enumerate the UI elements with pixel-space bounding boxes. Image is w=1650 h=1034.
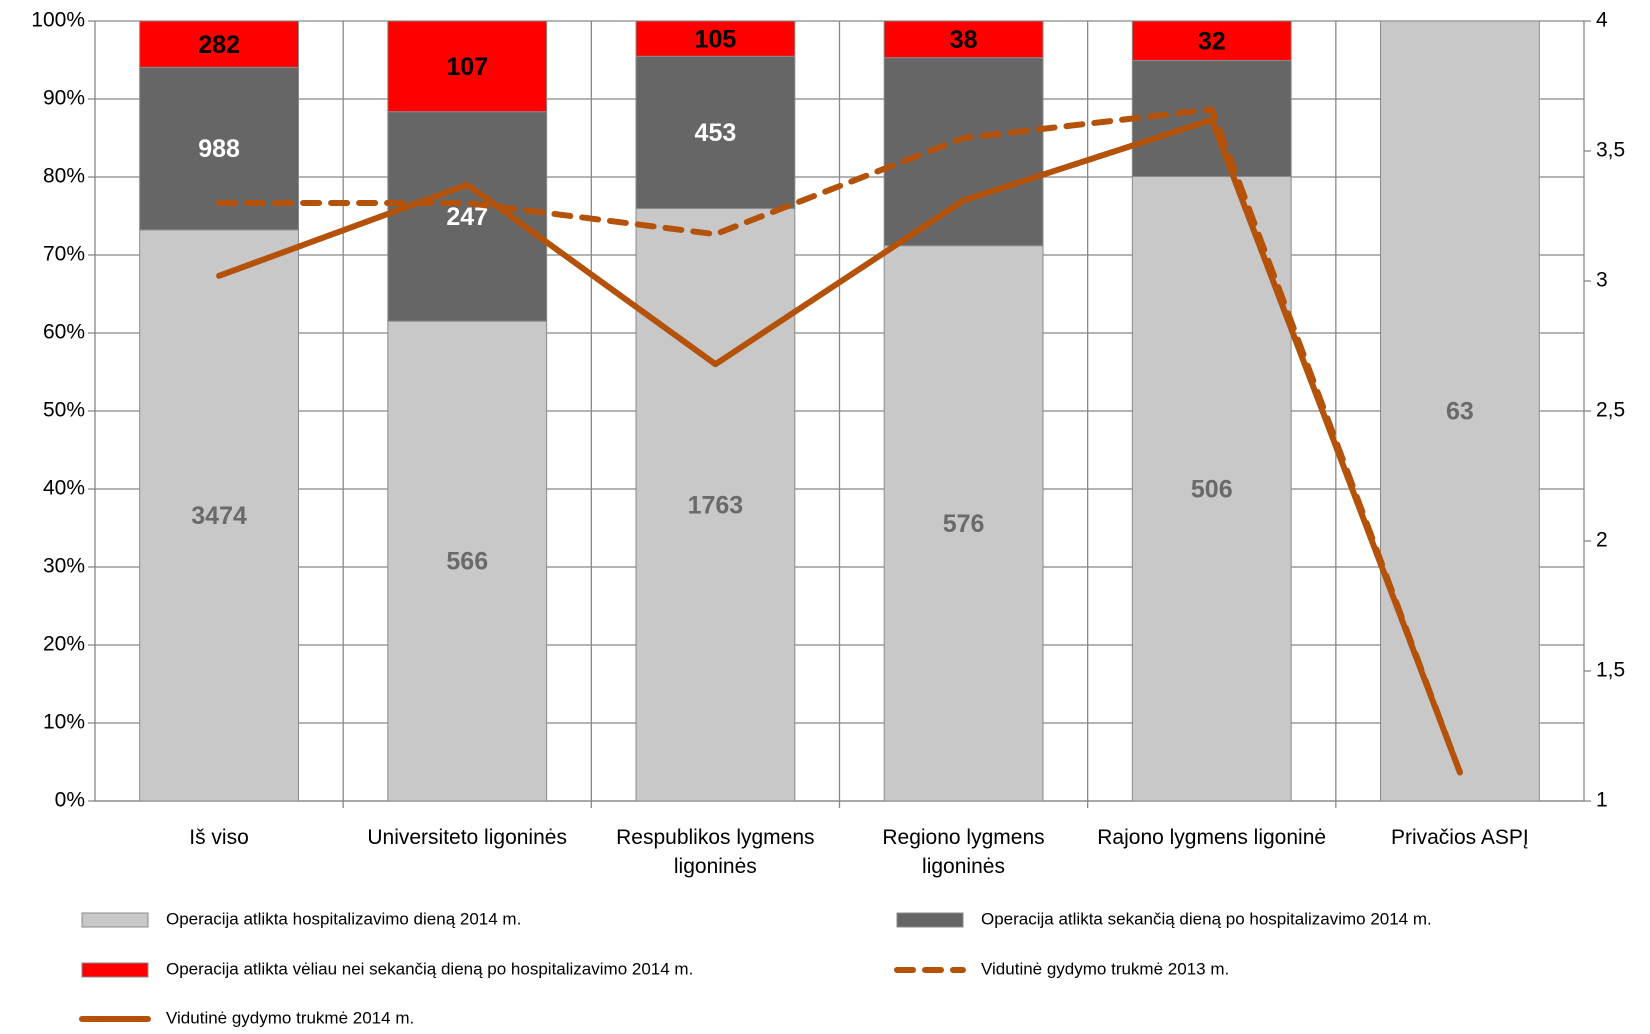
data-label: 453: [695, 119, 737, 147]
y2-tick-label: 1: [1596, 789, 1608, 812]
bar-segment: [387, 20, 548, 113]
y-tick-label: 0%: [55, 789, 85, 812]
bar-segment: [139, 229, 299, 802]
y2-tick-label: 2: [1596, 529, 1608, 552]
legend-label: Operacija atlikta vėliau nei sekančią di…: [166, 959, 693, 978]
bar-segment: [635, 55, 796, 210]
data-label: 3474: [191, 502, 247, 530]
y-tick-label: 70%: [43, 243, 85, 266]
y-tick-label: 10%: [43, 711, 85, 734]
bar-segment: [387, 320, 548, 802]
legend-swatch: [896, 912, 964, 928]
legend-swatch: [81, 962, 149, 978]
y2-tick-label: 4: [1596, 9, 1608, 32]
bar-segment: [635, 208, 796, 802]
line-series: [216, 116, 1463, 776]
x-tick-label: Respublikos lygmens ligoninės: [616, 826, 815, 878]
data-label: 506: [1191, 475, 1233, 503]
bar-segment: [883, 245, 1044, 802]
bar-segment: [1131, 20, 1292, 61]
y-tick-label: 80%: [43, 165, 85, 188]
bar-segment: [883, 57, 1044, 247]
bar-segment: [387, 111, 548, 322]
data-label: 63: [1446, 398, 1474, 426]
bar-segment: [139, 20, 299, 68]
y-tick-label: 20%: [43, 633, 85, 656]
x-tick-label: Rajono lygmens ligoninė: [1097, 826, 1327, 849]
bar-segment: [883, 20, 1044, 59]
x-tick-label: Regiono lygmens ligoninės: [882, 826, 1045, 878]
y2-tick-label: 3: [1596, 269, 1608, 292]
y-tick-label: 40%: [43, 477, 85, 500]
data-label: 38: [950, 26, 978, 54]
y-tick-label: 90%: [43, 87, 85, 110]
y2-tick-label: 3,5: [1596, 139, 1625, 162]
x-tick-label: Universiteto ligoninės: [367, 826, 567, 849]
y-tick-label: 30%: [43, 555, 85, 578]
legend-label: Operacija atlikta hospitalizavimo dieną …: [166, 909, 521, 928]
y-tick-label: 100%: [31, 9, 85, 32]
data-label: 105: [695, 25, 737, 53]
legend-label: Vidutinė gydymo trukmė 2013 m.: [981, 959, 1229, 978]
y2-tick-label: 1,5: [1596, 659, 1625, 682]
data-label: 988: [198, 135, 240, 163]
data-label: 32: [1198, 27, 1226, 55]
x-tick-label: Iš viso: [189, 826, 249, 849]
data-label: 107: [446, 53, 488, 81]
bar-segment: [1131, 176, 1292, 802]
bar-segment: [1380, 20, 1540, 802]
data-label: 576: [943, 510, 985, 538]
x-tick-label: Privačios ASPĮ: [1390, 826, 1529, 849]
legend-label: Vidutinė gydymo trukmė 2014 m.: [166, 1008, 414, 1027]
bar-segment: [635, 20, 796, 57]
legend-swatch: [81, 912, 149, 928]
y2-tick-label: 2,5: [1596, 399, 1625, 422]
y-tick-label: 50%: [43, 399, 85, 422]
legend-label: Operacija atlikta sekančią dieną po hosp…: [981, 909, 1432, 928]
data-label: 282: [198, 31, 240, 59]
y-tick-label: 60%: [43, 321, 85, 344]
data-label: 1763: [688, 491, 744, 519]
data-label: 566: [446, 548, 488, 576]
